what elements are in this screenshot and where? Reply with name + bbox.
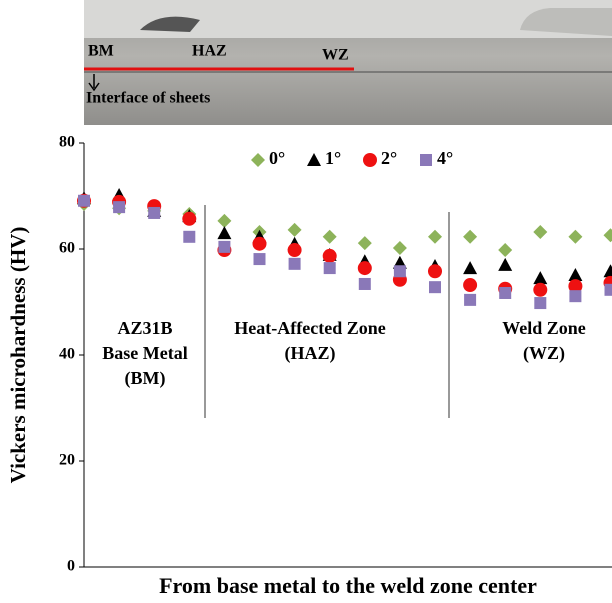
point <box>113 201 126 214</box>
arrow-head <box>88 82 100 92</box>
point <box>463 229 478 244</box>
point <box>183 230 196 243</box>
photo-label: WZ <box>322 47 349 64</box>
point <box>533 225 548 240</box>
point <box>357 236 372 251</box>
point <box>429 281 441 294</box>
y-axis-label: Vickers microhardness (HV) <box>6 227 30 484</box>
point <box>534 297 547 310</box>
point <box>323 262 336 275</box>
y-tick-label: 20 <box>59 452 75 469</box>
point <box>568 267 583 281</box>
point <box>569 290 582 303</box>
point <box>463 261 478 275</box>
point <box>498 257 513 271</box>
y-tick-label: 80 <box>59 134 75 151</box>
point <box>604 283 612 296</box>
point <box>217 226 232 240</box>
point <box>428 264 442 279</box>
point <box>568 229 583 244</box>
point <box>287 243 302 258</box>
photo-label: BM <box>88 43 114 60</box>
y-tick-label: 40 <box>59 346 75 363</box>
point <box>499 286 512 299</box>
y-tick-label: 60 <box>59 240 75 257</box>
point <box>428 229 442 244</box>
point <box>463 278 478 293</box>
legend-label: 2° <box>381 148 397 168</box>
point <box>498 243 513 258</box>
point <box>182 211 197 226</box>
legend-label: 1° <box>325 148 341 168</box>
point <box>392 240 407 255</box>
point <box>252 236 267 251</box>
point <box>148 206 161 219</box>
zone-label: Base Metal <box>102 343 187 363</box>
x-axis-label: From base metal to the weld zone center <box>159 573 537 598</box>
photo-debris <box>140 16 200 32</box>
legend-marker <box>420 154 432 166</box>
legend-marker <box>251 153 265 167</box>
point <box>287 222 302 237</box>
point <box>393 265 406 278</box>
point <box>288 257 301 270</box>
photo-plate <box>520 8 612 36</box>
point <box>78 194 90 207</box>
y-tick-label: 0 <box>67 558 75 575</box>
legend-marker <box>363 153 377 167</box>
point <box>322 248 337 263</box>
zone-label: (BM) <box>125 368 166 389</box>
zone-label: AZ31B <box>117 318 172 338</box>
point <box>603 264 612 278</box>
legend-label: 0° <box>269 148 285 168</box>
photo-label: Interface of sheets <box>86 90 210 107</box>
point <box>464 293 477 306</box>
point <box>322 229 337 244</box>
point <box>253 253 266 266</box>
point <box>357 261 372 276</box>
zone-label: (HAZ) <box>285 343 336 364</box>
point <box>217 213 232 228</box>
point <box>533 271 548 285</box>
legend-marker <box>307 153 321 166</box>
point <box>568 279 583 294</box>
legend-label: 4° <box>437 148 453 168</box>
zone-label: Weld Zone <box>502 318 586 338</box>
photo-label: HAZ <box>192 43 227 60</box>
zone-label: Heat-Affected Zone <box>234 318 385 338</box>
zone-label: (WZ) <box>523 343 565 364</box>
point <box>603 228 612 243</box>
point <box>218 240 231 253</box>
point <box>358 277 371 290</box>
point <box>533 282 548 297</box>
photo: BM HAZ WZ Interface of sheets <box>84 0 612 125</box>
